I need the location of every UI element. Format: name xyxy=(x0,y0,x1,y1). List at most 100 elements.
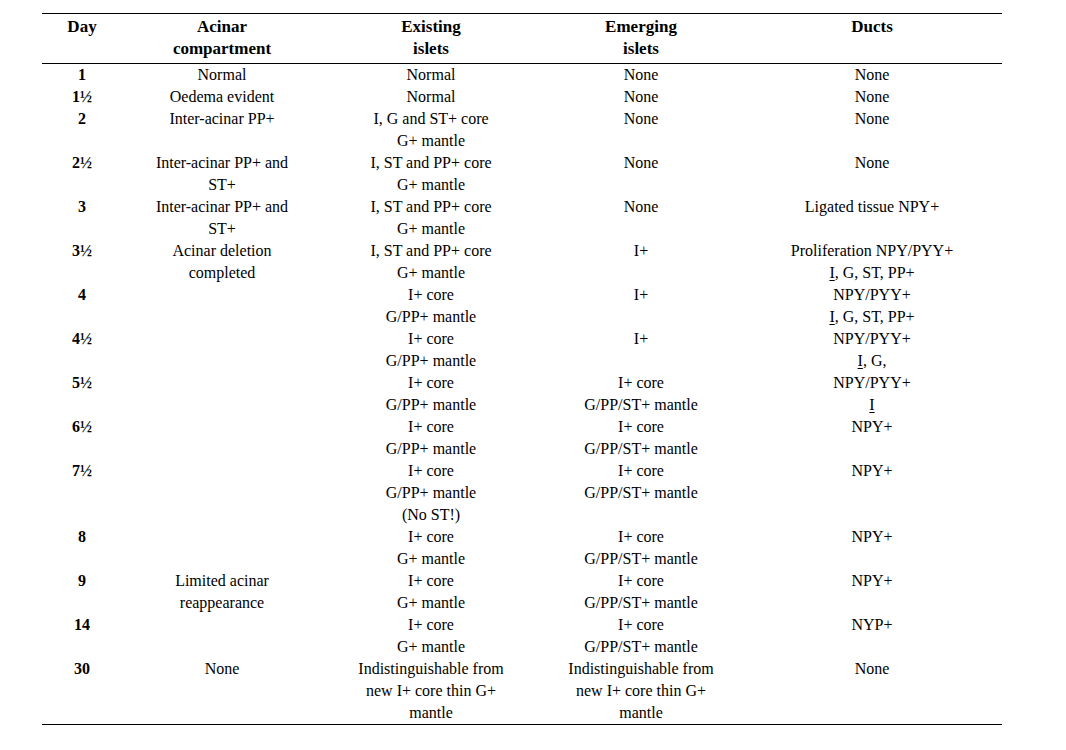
table-cell: Inter-acinar PP+ andST+ xyxy=(122,196,322,240)
table-cell: None xyxy=(742,86,1002,108)
table-cell: Proliferation NPY/PYY+I, G, ST, PP+ xyxy=(742,240,1002,284)
table-cell: I, G and ST+ coreG+ mantle xyxy=(322,108,540,152)
day-cell: 6½ xyxy=(42,416,122,460)
table-cell: None xyxy=(540,108,742,152)
table-row: 8 I+ coreG+ mantleI+ coreG/PP/ST+ mantleN… xyxy=(42,526,1002,570)
table-cell: None xyxy=(540,64,742,87)
table-cell: None xyxy=(540,196,742,240)
table-cell: Normal xyxy=(322,86,540,108)
day-cell: 5½ xyxy=(42,372,122,416)
day-cell: 9 xyxy=(42,570,122,614)
table-cell: I+ coreG/PP/ST+ mantle xyxy=(540,614,742,658)
document-page: DayAcinarcompartmentExistingisletsEmergi… xyxy=(0,0,1066,750)
table-cell: I+ coreG/PP/ST+ mantle xyxy=(540,372,742,416)
table-row: 2½Inter-acinar PP+ andST+I, ST and PP+ c… xyxy=(42,152,1002,196)
table-row: 1NormalNormalNoneNone xyxy=(42,64,1002,87)
table-cell: I+ coreG/PP/ST+ mantle xyxy=(540,460,742,526)
table-cell: None xyxy=(742,108,1002,152)
table-cell: NPY+ xyxy=(742,416,1002,460)
table-cell: NPY/PYY+I, G, xyxy=(742,328,1002,372)
table-cell: None xyxy=(540,86,742,108)
table-row: 14 I+ coreG+ mantleI+ coreG/PP/ST+ mantle… xyxy=(42,614,1002,658)
table-row: 3Inter-acinar PP+ andST+I, ST and PP+ co… xyxy=(42,196,1002,240)
table-cell: Normal xyxy=(322,64,540,87)
table-cell: I+ coreG+ mantle xyxy=(322,614,540,658)
day-cell: 7½ xyxy=(42,460,122,526)
table-row: 4 I+ coreG/PP+ mantleI+NPY/PYY+I, G, ST, … xyxy=(42,284,1002,328)
header-row: DayAcinarcompartmentExistingisletsEmergi… xyxy=(42,14,1002,64)
table-row: 4½ I+ coreG/PP+ mantleI+NPY/PYY+I, G, xyxy=(42,328,1002,372)
table-row: 7½ I+ coreG/PP+ mantle(No ST!)I+ coreG/PP… xyxy=(42,460,1002,526)
table-cell: I, ST and PP+ coreG+ mantle xyxy=(322,196,540,240)
table-cell xyxy=(122,416,322,460)
table-cell xyxy=(122,328,322,372)
table-cell xyxy=(122,284,322,328)
day-cell: 2 xyxy=(42,108,122,152)
table-cell: I+ coreG/PP+ mantle xyxy=(322,328,540,372)
table-cell xyxy=(122,460,322,526)
table-cell: I+ coreG/PP+ mantle xyxy=(322,284,540,328)
table-cell: None xyxy=(540,152,742,196)
column-header: Day xyxy=(42,14,122,64)
day-cell: 8 xyxy=(42,526,122,570)
table-cell: Indistinguishable fromnew I+ core thin G… xyxy=(322,658,540,725)
table-cell: Inter-acinar PP+ xyxy=(122,108,322,152)
table-cell: None xyxy=(742,658,1002,725)
day-cell: 4 xyxy=(42,284,122,328)
table-row: 2Inter-acinar PP+I, G and ST+ coreG+ man… xyxy=(42,108,1002,152)
table-cell: Acinar deletioncompleted xyxy=(122,240,322,284)
table-cell: I+ coreG/PP/ST+ mantle xyxy=(540,570,742,614)
table-cell: I+ coreG+ mantle xyxy=(322,570,540,614)
table-row: 9Limited acinarreappearanceI+ coreG+ man… xyxy=(42,570,1002,614)
table-cell xyxy=(122,372,322,416)
table-cell: Ligated tissue NPY+ xyxy=(742,196,1002,240)
table-cell: NPY+ xyxy=(742,570,1002,614)
table-cell: None xyxy=(742,64,1002,87)
day-cell: 2½ xyxy=(42,152,122,196)
table-body: 1NormalNormalNoneNone1½Oedema evidentNor… xyxy=(42,64,1002,725)
table-cell: I, ST and PP+ coreG+ mantle xyxy=(322,152,540,196)
table-cell xyxy=(122,614,322,658)
islet-timecourse-table: DayAcinarcompartmentExistingisletsEmergi… xyxy=(42,13,1002,725)
table-cell: Inter-acinar PP+ andST+ xyxy=(122,152,322,196)
column-header: Emergingislets xyxy=(540,14,742,64)
table-cell: Normal xyxy=(122,64,322,87)
table-row: 3½Acinar deletioncompletedI, ST and PP+ … xyxy=(42,240,1002,284)
day-cell: 1 xyxy=(42,64,122,87)
table-cell: I+ xyxy=(540,240,742,284)
day-cell: 4½ xyxy=(42,328,122,372)
table-cell: NPY/PYY+I xyxy=(742,372,1002,416)
day-cell: 30 xyxy=(42,658,122,725)
table-cell: Limited acinarreappearance xyxy=(122,570,322,614)
table-cell: Indistinguishable fromnew I+ core thin G… xyxy=(540,658,742,725)
table-cell: I+ coreG/PP/ST+ mantle xyxy=(540,526,742,570)
table-cell: I+ coreG/PP/ST+ mantle xyxy=(540,416,742,460)
table-cell: NPY/PYY+I, G, ST, PP+ xyxy=(742,284,1002,328)
table-row: 6½ I+ coreG/PP+ mantleI+ coreG/PP/ST+ man… xyxy=(42,416,1002,460)
table-cell: None xyxy=(122,658,322,725)
table-cell: NYP+ xyxy=(742,614,1002,658)
table-cell: None xyxy=(742,152,1002,196)
table-row: 5½ I+ coreG/PP+ mantleI+ coreG/PP/ST+ man… xyxy=(42,372,1002,416)
day-cell: 3½ xyxy=(42,240,122,284)
column-header: Existingislets xyxy=(322,14,540,64)
table-cell: NPY+ xyxy=(742,460,1002,526)
table-cell: I+ coreG/PP+ mantle xyxy=(322,416,540,460)
table-cell: I+ coreG/PP+ mantle(No ST!) xyxy=(322,460,540,526)
table-cell: I, ST and PP+ coreG+ mantle xyxy=(322,240,540,284)
table-cell: Oedema evident xyxy=(122,86,322,108)
table-cell: I+ xyxy=(540,328,742,372)
table-header: DayAcinarcompartmentExistingisletsEmergi… xyxy=(42,14,1002,64)
column-header: Ducts xyxy=(742,14,1002,64)
table-cell: I+ coreG+ mantle xyxy=(322,526,540,570)
table-cell xyxy=(122,526,322,570)
table-row: 1½Oedema evidentNormalNoneNone xyxy=(42,86,1002,108)
table-cell: I+ coreG/PP+ mantle xyxy=(322,372,540,416)
day-cell: 14 xyxy=(42,614,122,658)
column-header: Acinarcompartment xyxy=(122,14,322,64)
day-cell: 3 xyxy=(42,196,122,240)
table-row: 30NoneIndistinguishable fromnew I+ core … xyxy=(42,658,1002,725)
table-cell: NPY+ xyxy=(742,526,1002,570)
table-cell: I+ xyxy=(540,284,742,328)
day-cell: 1½ xyxy=(42,86,122,108)
